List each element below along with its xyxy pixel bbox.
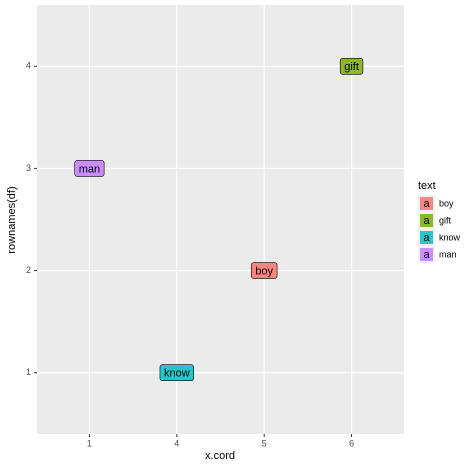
legend-label: gift bbox=[439, 215, 452, 225]
panel-background bbox=[37, 5, 404, 434]
x-tick-label: 5 bbox=[262, 438, 267, 448]
legend-title: text bbox=[418, 180, 436, 192]
legend-glyph: a bbox=[423, 198, 430, 210]
legend-label: man bbox=[439, 249, 457, 259]
data-label: know bbox=[159, 364, 194, 382]
data-label-box bbox=[339, 57, 364, 75]
data-label: gift bbox=[339, 57, 364, 75]
y-tick-label: 2 bbox=[26, 265, 31, 275]
data-label: man bbox=[74, 160, 105, 177]
data-label-box bbox=[74, 160, 105, 177]
legend-label: know bbox=[439, 232, 461, 242]
data-label-box bbox=[251, 262, 278, 279]
legend-swatch bbox=[420, 231, 433, 244]
y-axis-title: rownames(df) bbox=[6, 186, 18, 253]
legend-label: boy bbox=[439, 198, 454, 208]
x-axis-title: x.cord bbox=[205, 450, 235, 462]
legend-swatch bbox=[420, 197, 433, 210]
data-label: boy bbox=[251, 262, 278, 279]
legend-glyph: a bbox=[423, 215, 430, 227]
data-label-text: man bbox=[79, 163, 100, 175]
x-tick-label: 1 bbox=[87, 438, 92, 448]
y-tick-label: 4 bbox=[26, 61, 31, 71]
x-tick-label: 4 bbox=[174, 438, 179, 448]
data-label-text: boy bbox=[255, 265, 273, 277]
data-label-text: know bbox=[164, 368, 190, 380]
data-label-text: gift bbox=[344, 61, 359, 73]
legend-swatch bbox=[420, 248, 433, 261]
y-tick-label: 1 bbox=[26, 367, 31, 377]
legend-glyph: a bbox=[423, 249, 430, 261]
y-tick-label: 3 bbox=[26, 163, 31, 173]
legend-swatch bbox=[420, 214, 433, 227]
x-tick-label: 6 bbox=[349, 438, 354, 448]
data-label-box bbox=[159, 364, 194, 382]
legend-glyph: a bbox=[423, 232, 430, 244]
